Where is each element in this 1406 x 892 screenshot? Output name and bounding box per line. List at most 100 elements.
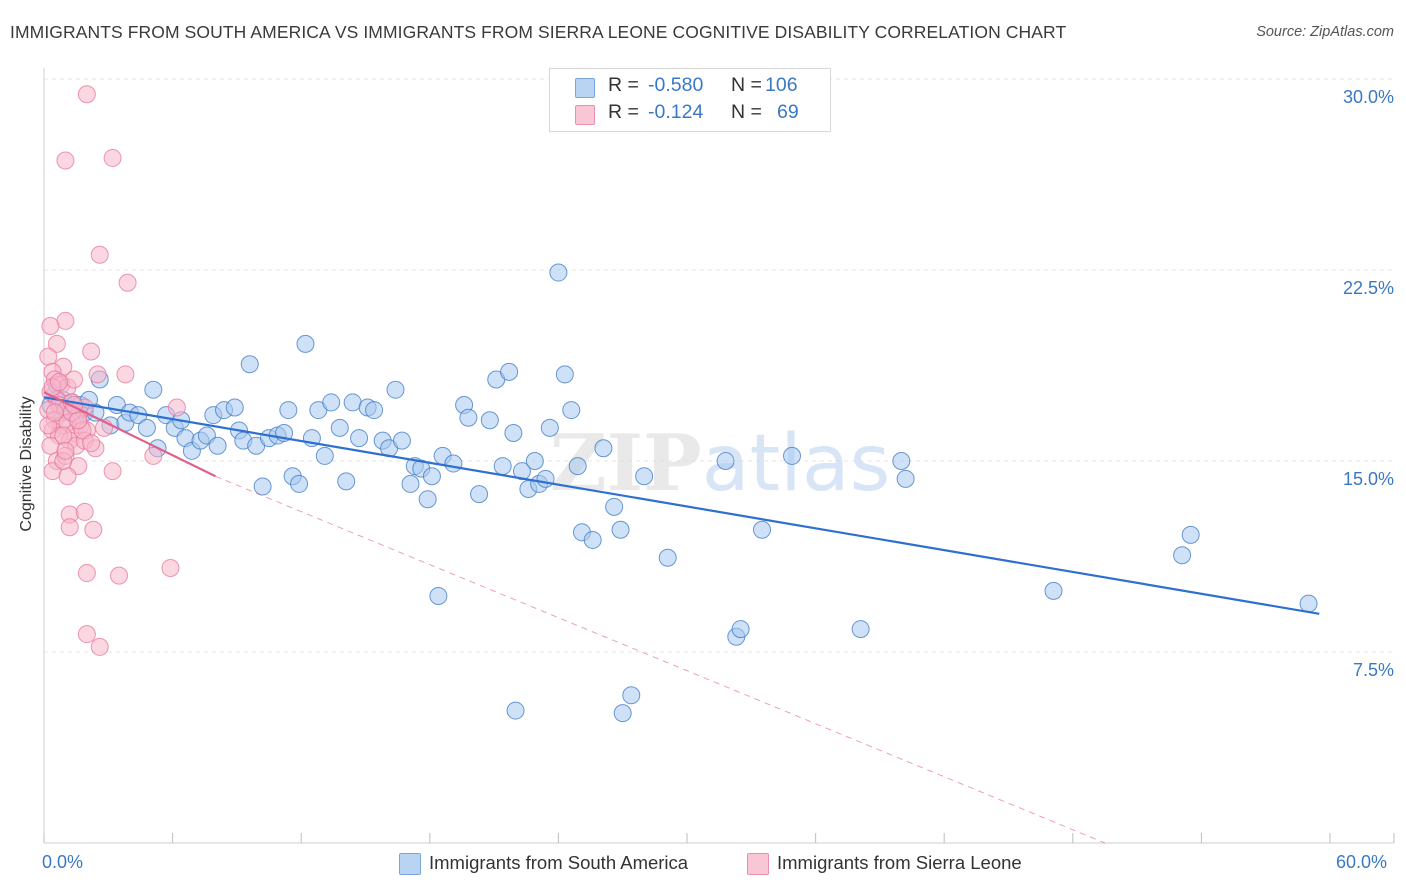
south-america-point [208, 436, 227, 455]
south-america-point [504, 423, 523, 442]
sierra-leone-point [56, 311, 75, 330]
south-america-point [1299, 594, 1318, 613]
chart-title: IMMIGRANTS FROM SOUTH AMERICA VS IMMIGRA… [10, 22, 1067, 42]
sierra-leone-point [75, 502, 94, 521]
sierra-leone-point [58, 467, 77, 486]
south-america-point [279, 401, 298, 420]
sierra-leone-point [54, 426, 73, 445]
south-america-point [422, 467, 441, 486]
watermark: ZIPatlas [550, 418, 891, 509]
correlation-legend: R = -0.580 N = 106 R = -0.124 N = 69 [549, 68, 831, 132]
south-america-point [480, 411, 499, 430]
sierra-leone-trend-line [43, 391, 216, 478]
trend-lines [43, 391, 1320, 844]
sierra-leone-point [45, 403, 64, 422]
south-america-point [401, 474, 420, 493]
south-america-point [470, 485, 489, 504]
south-america-point [296, 334, 315, 353]
sierra-leone-point [103, 462, 122, 481]
legend-row-sierra-leone: R = -0.124 N = 69 [550, 101, 830, 127]
sierra-leone-point [144, 446, 163, 465]
south-america-point [429, 586, 448, 605]
south-america-point [605, 497, 624, 516]
south-america-point [290, 474, 309, 493]
legend-row-south-america: R = -0.580 N = 106 [550, 74, 830, 100]
sierra-leone-point [65, 370, 84, 389]
sierra-leone-point [118, 273, 137, 292]
legend-n-label: N = [731, 74, 762, 96]
sierra-leone-point [69, 411, 88, 430]
sierra-leone-point [90, 637, 109, 656]
south-america-point [555, 365, 574, 384]
south-america-point [549, 263, 568, 282]
south-america-point [330, 418, 349, 437]
south-america-point [716, 452, 735, 470]
legend-swatch-pink [747, 853, 769, 875]
south-america-point [1044, 581, 1063, 600]
south-america-point [1181, 525, 1200, 544]
south-america-point [611, 520, 630, 539]
south-america-point [444, 454, 463, 473]
legend-n-label: N = [731, 101, 762, 123]
sierra-leone-point [77, 85, 96, 104]
south-america-point [350, 429, 369, 448]
south-america-point [512, 462, 531, 481]
south-america-point [540, 418, 559, 437]
sierra-leone-point [88, 365, 107, 384]
sierra-leone-point [116, 365, 135, 384]
sierra-leone-point [77, 625, 96, 644]
south-america-point [613, 704, 632, 723]
axes [43, 68, 1395, 844]
sierra-leone-point [82, 434, 101, 453]
sierra-leone-trend-extension [215, 475, 1106, 844]
x-tick-label: 0.0% [42, 852, 84, 872]
legend-r-label: R = [608, 74, 639, 96]
sierra-leone-point [56, 151, 75, 170]
y-tick-label: 7.5% [1352, 660, 1394, 680]
sierra-leone-point [84, 520, 103, 539]
south-america-point [315, 446, 334, 465]
south-america-point [337, 472, 356, 491]
sierra-leone-point [167, 398, 186, 417]
sierra-leone-point [41, 317, 60, 336]
south-america-point [892, 452, 911, 470]
legend-r-value: -0.124 [648, 101, 704, 123]
south-america-point [493, 457, 512, 476]
south-america-point [583, 530, 602, 549]
south-america-point [322, 393, 341, 412]
sierra-leone-point [82, 342, 101, 361]
south-america-point [365, 401, 384, 420]
south-america-point [392, 431, 411, 450]
south-america-point [386, 380, 405, 399]
south-america-point [851, 620, 870, 639]
south-america-point [635, 467, 654, 486]
south-america-point [753, 520, 772, 539]
sierra-leone-point [77, 564, 96, 583]
sierra-leone-point [47, 334, 66, 353]
south-america-point [418, 490, 437, 509]
sierra-leone-point [39, 347, 58, 366]
legend-n-value: 106 [765, 74, 798, 96]
south-america-point [144, 380, 163, 399]
legend-label: Immigrants from Sierra Leone [777, 852, 1022, 873]
y-tick-label: 15.0% [1342, 469, 1394, 489]
south-america-trend-line [43, 396, 1320, 615]
watermark-text: ZIPatlas [550, 418, 891, 509]
sierra-leone-point [56, 441, 75, 460]
series-south-america-points [41, 263, 1318, 723]
south-america-point [1173, 546, 1192, 565]
sierra-leone-point [90, 245, 109, 264]
south-america-point [343, 393, 362, 412]
legend-r-label: R = [608, 101, 639, 123]
south-america-point [506, 701, 525, 720]
sierra-leone-point [60, 518, 79, 537]
y-tick-label: 30.0% [1342, 87, 1394, 107]
legend-r-value: -0.580 [648, 74, 704, 96]
y-axis-label: Cognitive Disability [18, 396, 35, 532]
sierra-leone-point [110, 566, 129, 585]
south-america-point [622, 686, 641, 705]
south-america-point [658, 548, 677, 567]
south-america-point [253, 477, 272, 496]
south-america-point [225, 398, 244, 417]
